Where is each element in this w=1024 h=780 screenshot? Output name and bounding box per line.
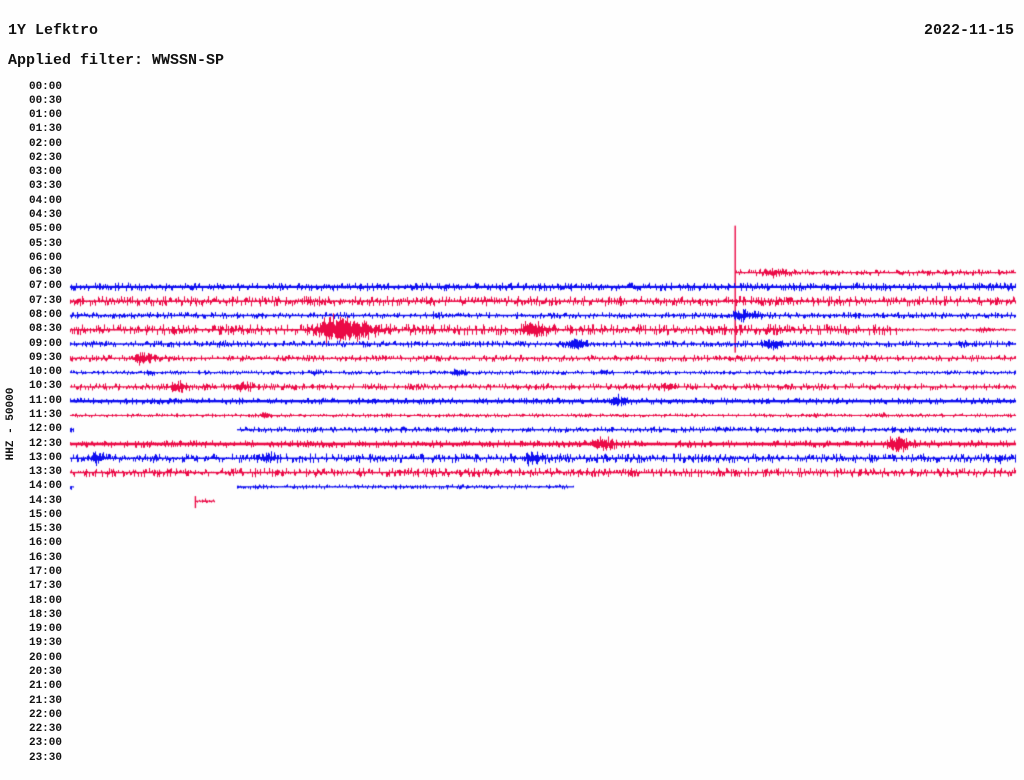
time-label: 06:30 <box>28 266 62 279</box>
time-label: 13:30 <box>28 466 62 479</box>
time-label: 13:00 <box>28 451 62 464</box>
time-label: 23:30 <box>28 751 62 764</box>
time-label: 07:30 <box>28 294 62 307</box>
time-label: 15:30 <box>28 523 62 536</box>
time-label: 12:30 <box>28 437 62 450</box>
time-label: 19:30 <box>28 637 62 650</box>
time-label: 21:00 <box>28 680 62 693</box>
time-label: 22:30 <box>28 723 62 736</box>
time-label: 02:30 <box>28 151 62 164</box>
time-label: 20:30 <box>28 665 62 678</box>
time-label: 18:30 <box>28 608 62 621</box>
time-label: 15:00 <box>28 508 62 521</box>
time-label: 09:30 <box>28 351 62 364</box>
time-label: 14:00 <box>28 480 62 493</box>
time-label: 04:00 <box>28 194 62 207</box>
time-label: 17:00 <box>28 566 62 579</box>
time-label: 16:30 <box>28 551 62 564</box>
time-label: 23:00 <box>28 737 62 750</box>
time-label: 00:00 <box>28 80 62 93</box>
time-label: 10:30 <box>28 380 62 393</box>
time-label: 06:00 <box>28 251 62 264</box>
time-label: 05:00 <box>28 223 62 236</box>
time-label: 04:30 <box>28 209 62 222</box>
time-label: 05:30 <box>28 237 62 250</box>
time-label: 01:00 <box>28 109 62 122</box>
time-label: 08:30 <box>28 323 62 336</box>
time-label: 03:30 <box>28 180 62 193</box>
time-label: 21:30 <box>28 694 62 707</box>
time-label: 20:00 <box>28 651 62 664</box>
time-label: 09:00 <box>28 337 62 350</box>
time-label: 12:00 <box>28 423 62 436</box>
time-label: 17:30 <box>28 580 62 593</box>
time-label: 11:30 <box>28 408 62 421</box>
time-label: 14:30 <box>28 494 62 507</box>
time-label: 01:30 <box>28 123 62 136</box>
time-label: 22:00 <box>28 708 62 721</box>
time-label: 16:00 <box>28 537 62 550</box>
time-label: 10:00 <box>28 366 62 379</box>
time-label: 18:00 <box>28 594 62 607</box>
time-label: 02:00 <box>28 137 62 150</box>
time-label: 00:30 <box>28 94 62 107</box>
time-label: 03:00 <box>28 166 62 179</box>
time-label: 19:00 <box>28 623 62 636</box>
time-label: 08:00 <box>28 308 62 321</box>
time-label: 11:00 <box>28 394 62 407</box>
time-label: 07:00 <box>28 280 62 293</box>
